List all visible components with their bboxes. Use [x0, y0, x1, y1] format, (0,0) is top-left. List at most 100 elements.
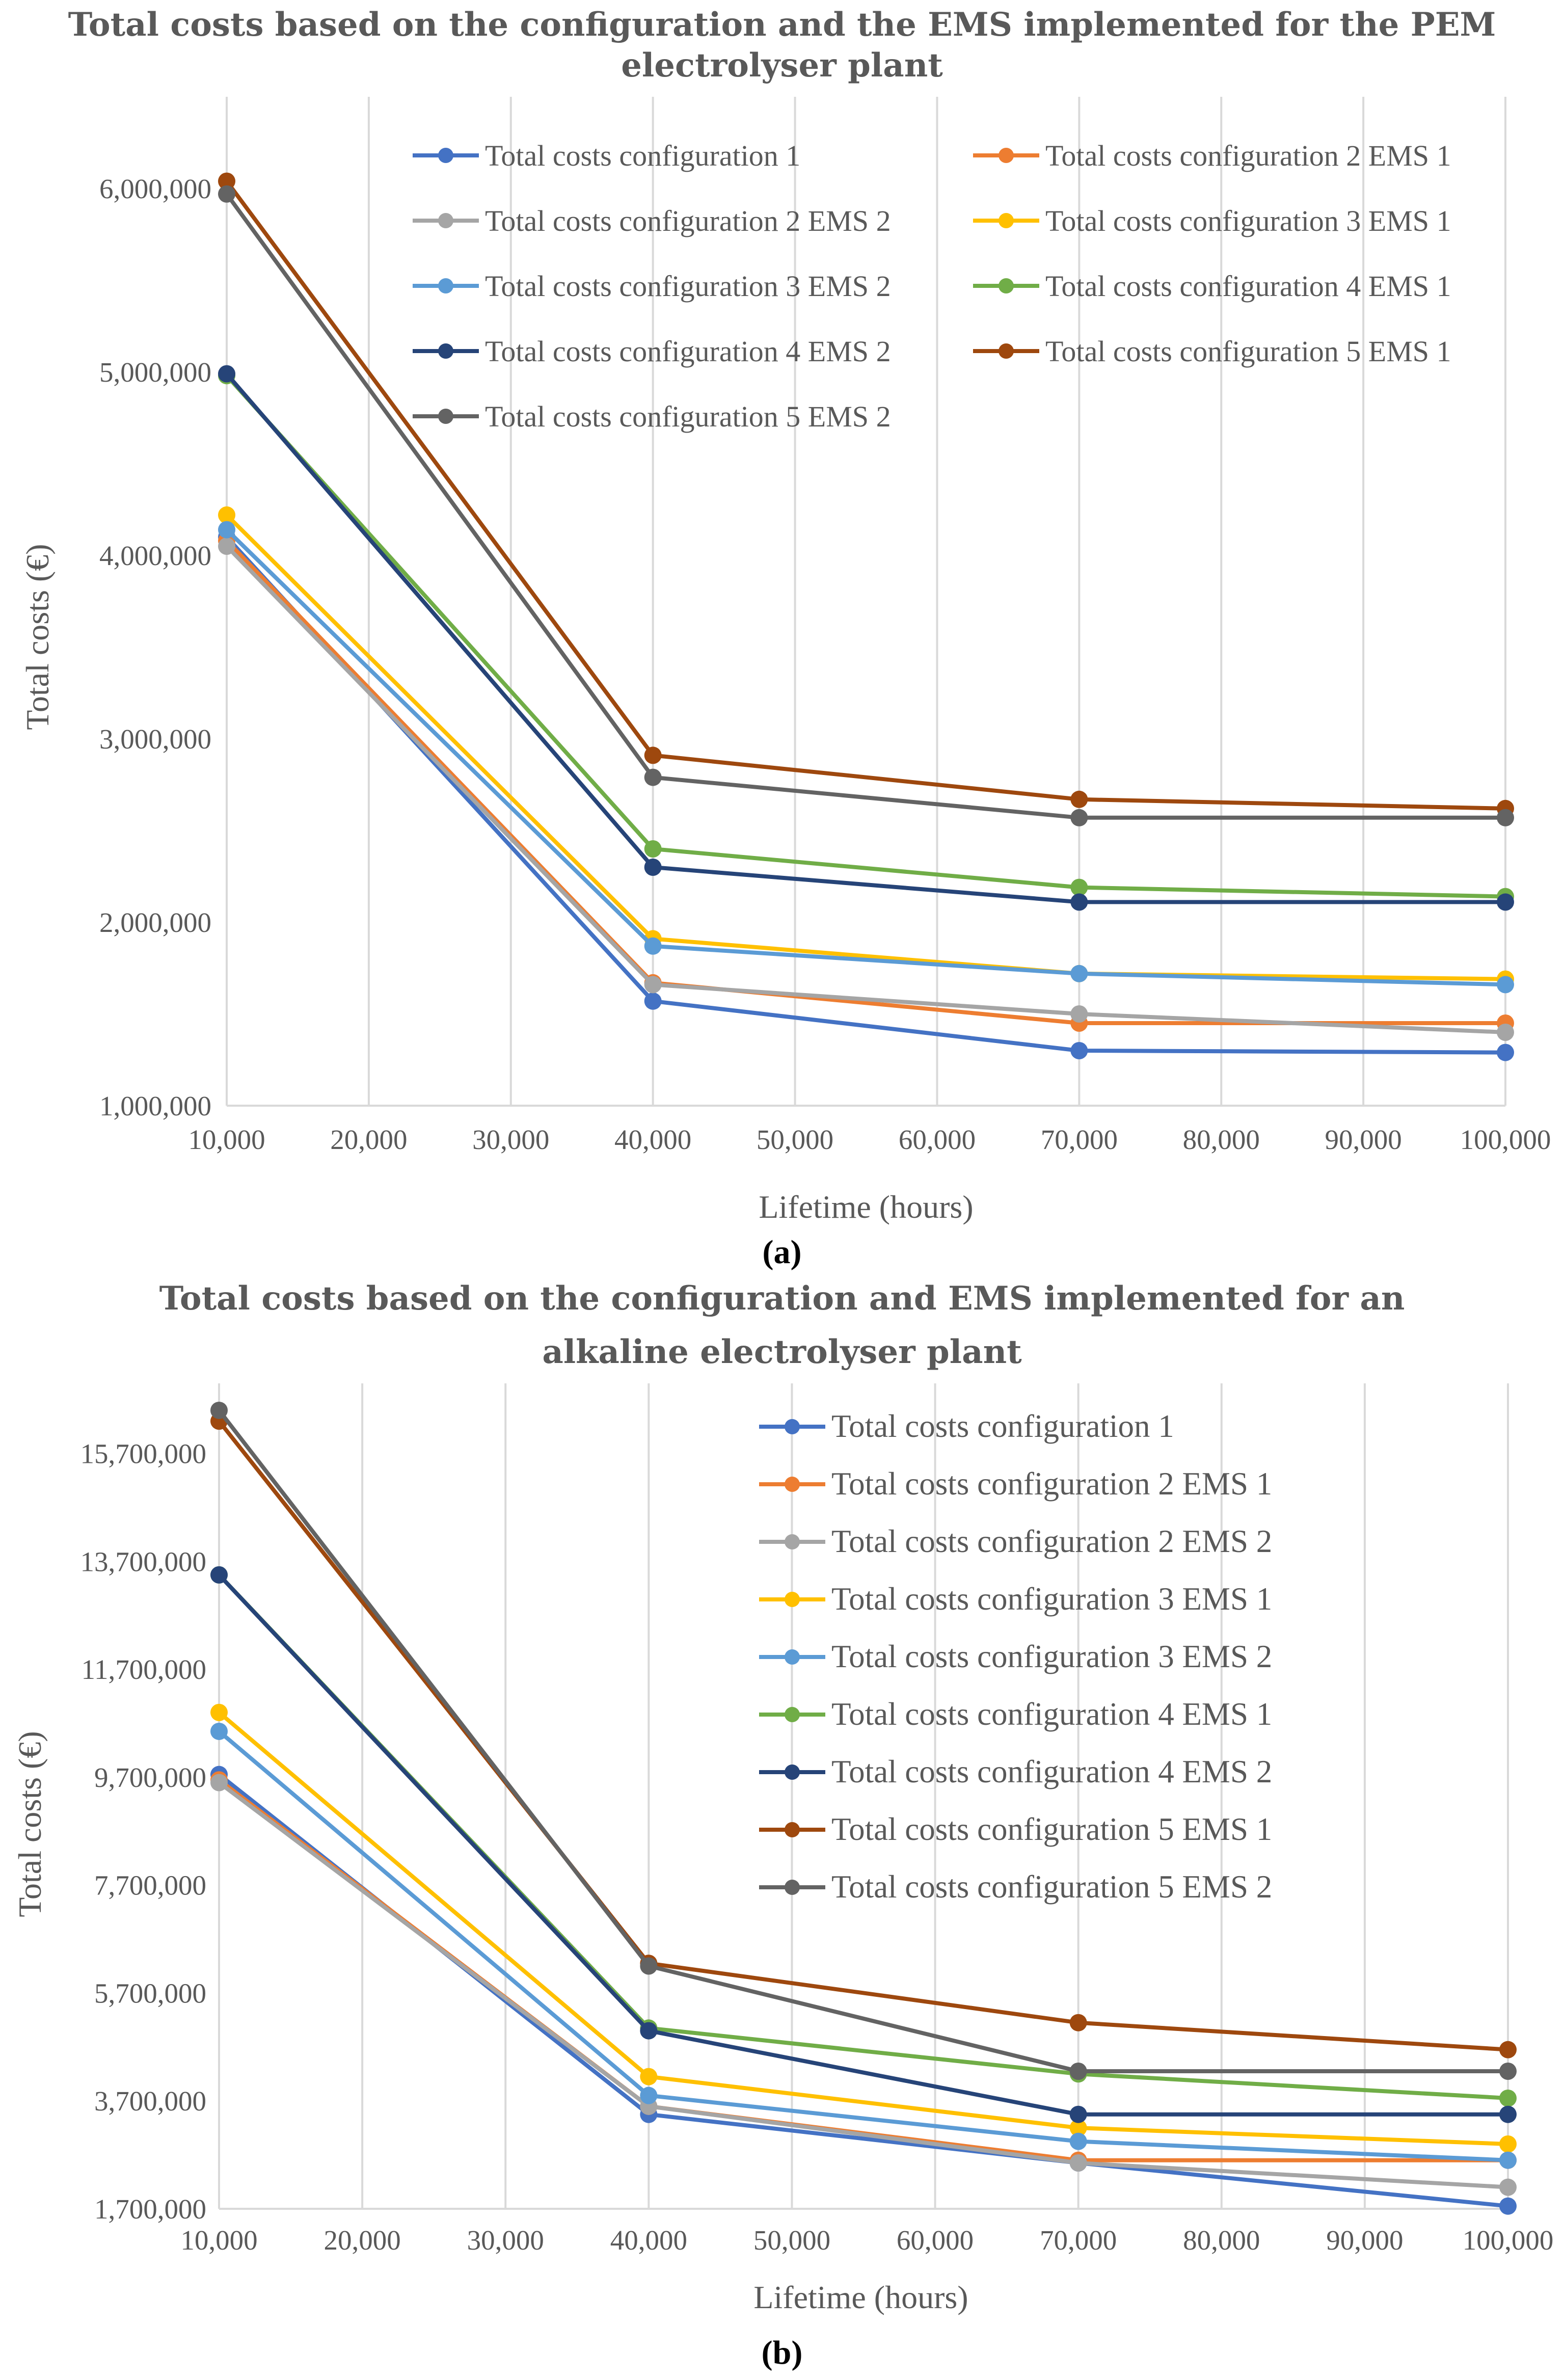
legend-swatch-marker — [438, 343, 453, 359]
legend-swatch-marker — [785, 1822, 800, 1837]
chart-a-data-point — [1070, 965, 1088, 982]
chart-a-legend-item: Total costs configuration 1 — [413, 139, 800, 172]
chart-b-title-line-2: alkaline electrolyser plant — [542, 1333, 1022, 1371]
chart-b-series-5 — [210, 1722, 1517, 2169]
chart-b-data-point — [1069, 2014, 1087, 2031]
chart-b-series-line — [218, 1573, 1508, 2117]
chart-a-data-point — [644, 768, 662, 786]
legend-swatch-marker — [999, 213, 1014, 228]
chart-b-legend-item: Total costs configuration 1 — [759, 1408, 1174, 1444]
chart-b-series-line — [218, 1710, 1508, 2146]
chart-a-series-3 — [218, 538, 1514, 1041]
chart-b-x-axis-label: Lifetime (hours) — [753, 2279, 968, 2315]
chart-a-data-point — [218, 365, 235, 383]
chart-a-data-point — [218, 538, 235, 555]
chart-b-x-tick-label: 30,000 — [467, 2225, 544, 2256]
chart-b-legend-item: Total costs configuration 3 EMS 2 — [759, 1639, 1272, 1674]
chart-a-data-point — [644, 937, 662, 955]
chart-a-x-tick-label: 80,000 — [1183, 1124, 1260, 1155]
legend-label: Total costs configuration 4 EMS 2 — [485, 335, 891, 368]
chart-a-data-point — [218, 185, 235, 203]
legend-swatch-marker — [785, 1764, 800, 1780]
chart-b-data-point — [1069, 2132, 1087, 2150]
chart-b-data-point — [1499, 2197, 1517, 2215]
chart-a-legend-item: Total costs configuration 3 EMS 1 — [973, 204, 1451, 237]
legend-label: Total costs configuration 5 EMS 1 — [831, 1811, 1272, 1847]
chart-b-x-tick-labels: 10,000 20,000 30,000 40,000 50,000 60,000 70,0… — [180, 2225, 1553, 2256]
chart-b-y-tick-label: 13,700,000 — [80, 1546, 207, 1577]
chart-a-data-point — [644, 746, 662, 764]
chart-a-legend-item: Total costs configuration 5 EMS 1 — [973, 335, 1451, 368]
legend-swatch-marker — [438, 278, 453, 293]
legend-swatch-marker — [785, 1592, 800, 1607]
chart-b-y-tick-labels: 1,700,000 3,700,000 5,700,000 7,700,000 9,70… — [80, 1438, 207, 2225]
chart-a-series — [218, 172, 1514, 1061]
chart-a-data-point — [644, 840, 662, 858]
chart-b-y-tick-label: 3,700,000 — [94, 2085, 206, 2117]
chart-b-y-tick-label: 11,700,000 — [82, 1654, 206, 1685]
legend-label: Total costs configuration 4 EMS 1 — [831, 1696, 1272, 1732]
chart-a-data-point — [1070, 809, 1088, 826]
chart-b-data-point — [1069, 2105, 1087, 2123]
chart-a-data-point — [1070, 878, 1088, 896]
chart-a-x-tick-label: 50,000 — [757, 1124, 833, 1155]
legend-swatch-marker — [785, 1419, 800, 1434]
chart-a-data-point — [1497, 1044, 1514, 1061]
legend-label: Total costs configuration 2 EMS 1 — [1045, 139, 1451, 172]
chart-b-y-axis-label: Total costs (€) — [12, 1731, 48, 1917]
chart-b-legend-item: Total costs configuration 5 EMS 2 — [759, 1869, 1272, 1905]
legend-label: Total costs configuration 5 EMS 2 — [485, 400, 891, 433]
chart-a-title-line-1: Total costs based on the configuration a… — [68, 6, 1496, 44]
chart-b-x-tick-label: 70,000 — [1040, 2225, 1117, 2256]
legend-label: Total costs configuration 3 EMS 1 — [1045, 204, 1451, 237]
chart-a-x-axis-label: Lifetime (hours) — [759, 1189, 973, 1225]
chart-b-x-tick-label: 90,000 — [1326, 2225, 1403, 2256]
chart-b-legend-item: Total costs configuration 5 EMS 1 — [759, 1811, 1272, 1847]
chart-a-legend-item: Total costs configuration 5 EMS 2 — [413, 400, 891, 433]
chart-a-y-tick-label: 6,000,000 — [99, 173, 211, 204]
chart-b-data-point — [1499, 2135, 1517, 2153]
chart-a-series-line — [225, 545, 1506, 1034]
chart-b-series-4 — [210, 1703, 1517, 2153]
chart-b-series — [210, 1401, 1517, 2215]
chart-a-series-line — [225, 193, 1505, 820]
chart-a-title-line-2: electrolyser plant — [621, 46, 943, 85]
chart-a-series-8 — [218, 172, 1514, 817]
chart-a-series-7 — [218, 365, 1514, 911]
chart-b-data-point — [210, 1401, 228, 1419]
chart-a-data-point — [644, 992, 662, 1010]
chart-a-data-point — [1497, 893, 1514, 911]
chart-a-y-tick-label: 4,000,000 — [99, 540, 211, 571]
chart-a-series-line — [225, 536, 1506, 1055]
legend-label: Total costs configuration 3 EMS 1 — [831, 1581, 1272, 1617]
legend-label: Total costs configuration 3 EMS 2 — [485, 270, 891, 303]
legend-label: Total costs configuration 4 EMS 1 — [1045, 270, 1451, 303]
chart-a-y-tick-label: 2,000,000 — [99, 907, 211, 938]
chart-b-series-7 — [210, 1566, 1517, 2123]
chart-a: Total costs based on the configuration a… — [19, 6, 1551, 1225]
legend-swatch-marker — [438, 213, 453, 228]
chart-b-legend-item: Total costs configuration 2 EMS 2 — [759, 1523, 1272, 1559]
chart-a-x-tick-label: 60,000 — [899, 1124, 976, 1155]
chart-a-y-tick-label: 5,000,000 — [99, 357, 211, 388]
chart-a-x-tick-label: 100,000 — [1460, 1124, 1551, 1155]
legend-label: Total costs configuration 2 EMS 1 — [831, 1466, 1272, 1502]
chart-a-series-line — [225, 539, 1505, 1025]
chart-b-title: Total costs based on the configuration a… — [159, 1279, 1405, 1371]
chart-b-data-point — [1069, 2063, 1087, 2080]
chart-a-data-point — [1070, 1042, 1088, 1059]
chart-b-x-tick-label: 10,000 — [180, 2225, 257, 2256]
chart-b-series-line — [217, 1420, 1508, 2052]
chart-a-y-tick-label: 3,000,000 — [99, 724, 211, 755]
chart-a-series-5 — [218, 521, 1514, 994]
chart-a-x-tick-labels: 10,000 20,000 30,000 40,000 50,000 60,000 70,0… — [188, 1124, 1551, 1155]
chart-b-y-tick-label: 1,700,000 — [94, 2194, 206, 2225]
chart-b-x-tick-label: 40,000 — [610, 2225, 687, 2256]
chart-a-x-tick-label: 70,000 — [1041, 1124, 1118, 1155]
chart-b-data-point — [1499, 2089, 1517, 2107]
chart-a-data-point — [218, 506, 235, 524]
chart-b-x-tick-label: 80,000 — [1183, 2225, 1260, 2256]
legend-swatch-marker — [785, 1649, 800, 1665]
chart-b-data-point — [1499, 2151, 1517, 2169]
legend-swatch-marker — [438, 148, 453, 163]
